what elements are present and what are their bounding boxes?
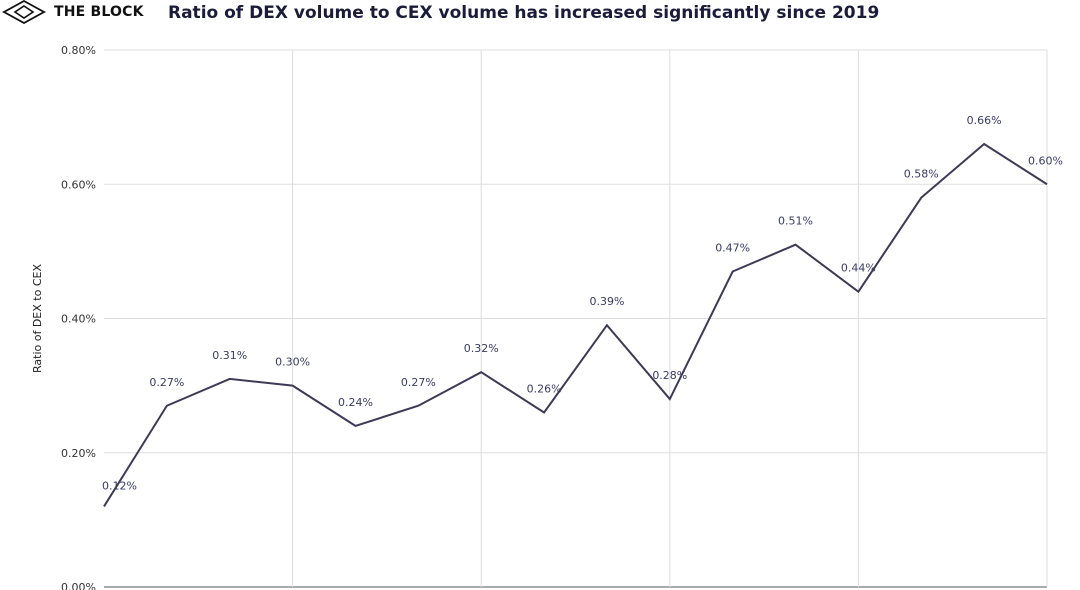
data-label: 0.51% [778,215,813,228]
y-tick-label: 0.60% [61,178,96,191]
y-tick-label: 0.40% [61,313,96,326]
brand-name: THE BLOCK [54,4,144,20]
data-label: 0.27% [149,376,184,389]
header: THE BLOCK Ratio of DEX volume to CEX vol… [0,0,1080,34]
chart-title: Ratio of DEX volume to CEX volume has in… [168,3,880,23]
data-label: 0.39% [589,295,624,308]
series-line [103,142,1048,507]
data-label: 0.31% [212,349,247,362]
data-label: 0.44% [841,262,876,275]
grid [104,49,1048,588]
data-label: 0.24% [338,396,373,409]
series-line-group [103,142,1048,507]
data-label: 0.32% [464,342,499,355]
data-label: 0.47% [715,242,750,255]
y-axis: 0.00% 0.20% 0.40% 0.60% 0.80% [61,44,96,590]
data-labels: 0.12% 0.27% 0.31% 0.30% 0.24% 0.27% 0.32% 0.26%… [102,114,1063,492]
y-axis-title: Ratio of DEX to CEX [31,264,44,373]
data-label: 0.28% [652,369,687,382]
cube-logo-icon [2,0,46,24]
data-label: 0.30% [275,356,310,369]
data-label: 0.58% [904,168,939,181]
data-label: 0.26% [527,382,562,395]
data-label: 0.66% [967,114,1002,127]
data-label: 0.27% [401,376,436,389]
y-tick-label: 0.00% [61,581,96,590]
y-tick-label: 0.20% [61,447,96,460]
data-label: 0.60% [1028,154,1063,167]
data-label: 0.12% [102,479,137,492]
brand-logo: THE BLOCK [2,0,144,24]
y-tick-label: 0.80% [61,44,96,57]
